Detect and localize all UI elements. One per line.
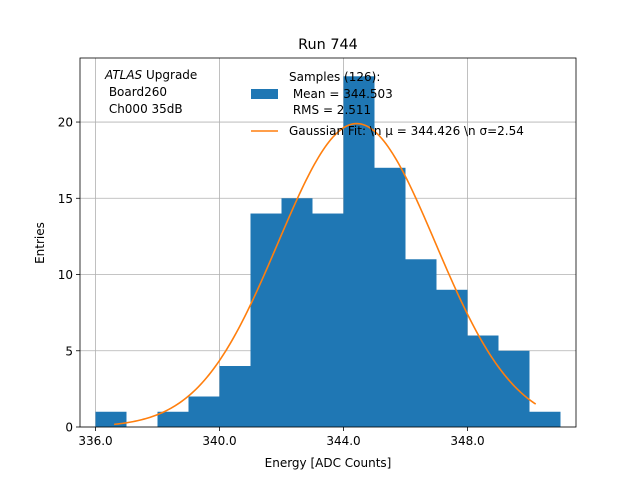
histogram-bar [436,289,468,427]
annotation-upgrade: Upgrade [142,68,197,82]
y-tick-label: 20 [58,116,73,130]
legend-label-mean: Mean = 344.503 [289,87,393,101]
x-axis-ticks: 336.0 340.0 344.0 348.0 [78,427,485,448]
annotation-line-1: ATLAS Upgrade [104,68,197,82]
gaussian-fit-curve [114,122,537,426]
histogram-bar [281,198,313,427]
histogram-bar [529,411,561,427]
annotation-atlas: ATLAS [104,68,143,82]
x-tick-label: 336.0 [78,434,112,448]
histogram-bar [374,167,406,427]
x-axis-label: Energy [ADC Counts] [265,456,392,470]
histogram-bar [95,411,127,427]
histogram-bar [157,411,189,427]
legend: Samples (126): Mean = 344.503 RMS = 2.51… [251,70,524,138]
x-tick-label: 344.0 [326,434,360,448]
histogram-bar [312,213,344,427]
y-axis-label: Entries [33,222,47,264]
histogram-bar [219,366,251,427]
legend-label-fit: Gaussian Fit: \n μ = 344.426 \n σ=2.54 [289,124,524,138]
atlas-annotation: ATLAS Upgrade Board260 Ch000 35dB [104,68,197,116]
y-tick-label: 0 [65,421,73,435]
legend-label-rms: RMS = 2.511 [289,103,371,117]
histogram-bar [188,396,220,427]
histogram-bar [498,350,530,427]
legend-label-samples: Samples (126): [289,70,380,84]
legend-swatch-samples [251,89,278,99]
plot-area-frame [79,57,577,428]
y-axis-ticks: 0 5 10 15 20 [58,116,80,435]
histogram-bar [467,335,499,427]
chart-title: Run 744 [298,37,358,53]
y-tick-label: 15 [58,192,73,206]
y-tick-label: 10 [58,268,73,282]
y-tick-label: 5 [65,344,73,358]
histogram-bars [95,76,561,428]
annotation-line-3: Ch000 35dB [105,102,183,116]
histogram-bar [343,76,375,428]
annotation-line-2: Board260 [105,85,167,99]
x-tick-label: 348.0 [450,434,484,448]
x-tick-label: 340.0 [202,434,236,448]
histogram-bar [405,259,437,427]
histogram-bar [250,213,282,427]
